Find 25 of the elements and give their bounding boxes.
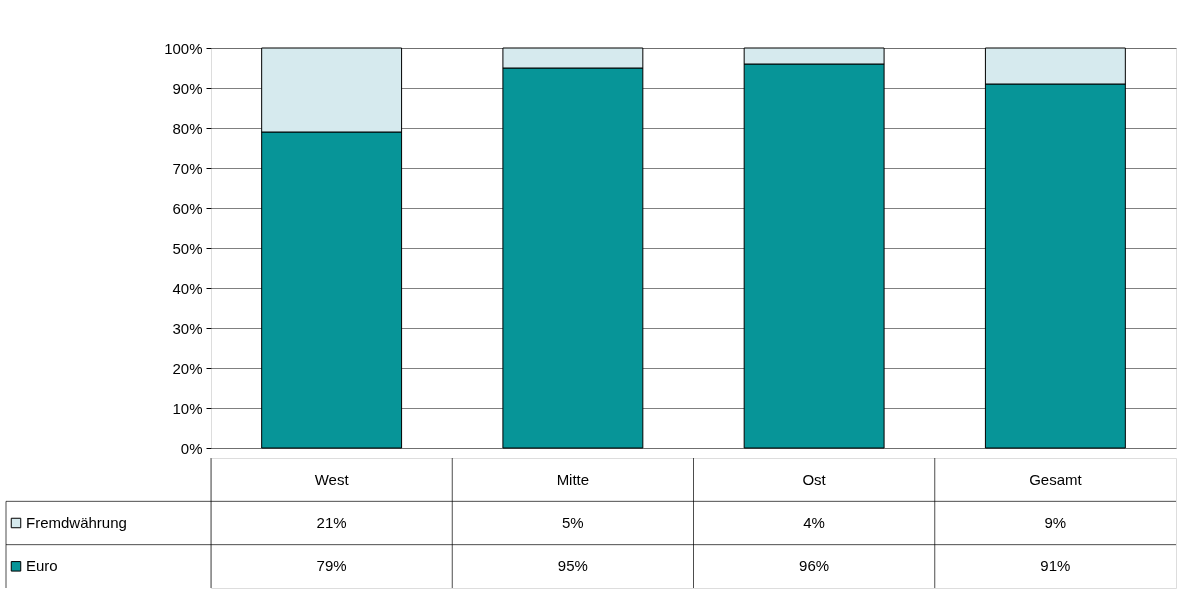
x-tick-label: West [314,470,350,488]
x-tick-label: Gesamt [1029,470,1083,488]
x-tick-label: Mitte [556,470,590,488]
y-tick-label: 80% [172,119,203,137]
data-label: 79% [316,557,347,575]
y-tick-label: 30% [172,319,203,337]
y-tick-label: 70% [172,159,203,177]
data-label: 96% [799,557,830,575]
x-tick-label: Ost [802,470,827,488]
y-tick-label: 60% [172,199,203,217]
legend-label: Fremdwährung [26,514,127,531]
y-tick-label: 0% [180,439,203,457]
legend-label: Euro [26,557,58,575]
data-label: 21% [316,514,347,531]
y-tick-label: 40% [172,279,203,297]
y-tick-label: 20% [172,359,203,377]
data-label: 5% [562,514,584,531]
y-tick-label: 90% [172,79,203,97]
data-label: 95% [557,557,588,575]
y-tick-label: 50% [172,239,203,257]
y-tick-label: 100% [164,39,203,57]
data-label: 91% [1040,557,1071,575]
data-label: 4% [803,514,825,531]
data-label: 9% [1044,514,1067,531]
y-tick-label: 10% [172,399,203,417]
